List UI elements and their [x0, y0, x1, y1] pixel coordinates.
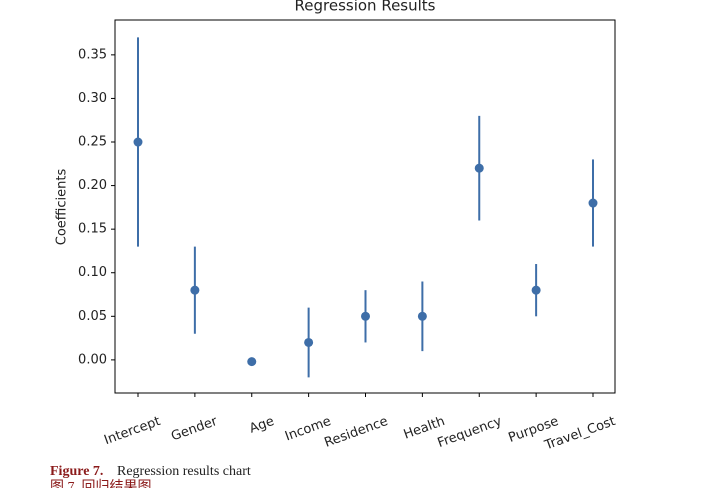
y-tick-label: 0.05: [78, 309, 107, 324]
y-tick-label: 0.35: [78, 47, 107, 62]
y-tick-label: 0.00: [78, 352, 107, 367]
y-tick-label: 0.15: [78, 222, 107, 237]
x-tick-label: Frequency: [436, 414, 505, 451]
point: [361, 311, 370, 321]
y-tick-label: 0.20: [78, 178, 107, 193]
y-axis-label: Coefficients: [55, 169, 70, 246]
x-tick-label: Intercept: [102, 414, 162, 448]
caption-chinese: 图 7. 回归结果图: [50, 478, 152, 488]
caption-text: Regression results chart: [117, 464, 251, 479]
y-tick-label: 0.10: [78, 265, 107, 280]
chart-title: Regression Results: [295, 0, 436, 15]
y-tick-label: 0.25: [78, 135, 107, 150]
x-tick-label: Residence: [322, 414, 390, 451]
point: [304, 337, 314, 347]
point: [190, 285, 200, 295]
x-tick-label: Age: [248, 414, 277, 437]
caption-label: Figure 7.: [50, 464, 103, 479]
point: [247, 357, 257, 367]
point: [474, 163, 484, 173]
y-tick-label: 0.30: [78, 91, 107, 106]
point: [531, 285, 541, 295]
x-tick-label: Gender: [169, 414, 220, 445]
point: [588, 198, 598, 208]
point: [417, 311, 427, 321]
point: [133, 137, 143, 147]
